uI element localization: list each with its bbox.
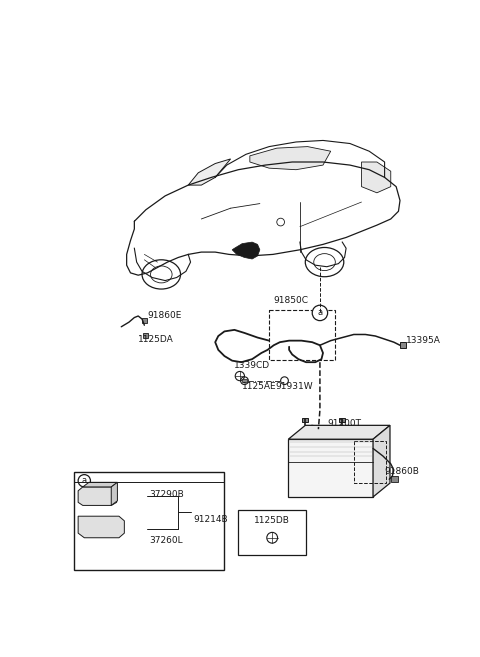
Bar — [142, 317, 147, 323]
Bar — [302, 418, 308, 422]
Circle shape — [312, 306, 328, 321]
Text: 1339CD: 1339CD — [234, 361, 271, 370]
Text: 91200T: 91200T — [328, 419, 361, 428]
Polygon shape — [288, 425, 390, 439]
Bar — [288, 439, 373, 497]
Bar — [143, 333, 148, 338]
Polygon shape — [78, 516, 124, 538]
Text: a: a — [82, 476, 87, 486]
Bar — [73, 472, 224, 570]
Circle shape — [78, 474, 90, 487]
Bar — [400, 342, 406, 348]
Polygon shape — [188, 159, 230, 185]
Bar — [354, 441, 386, 483]
Polygon shape — [250, 147, 331, 170]
Text: 1125DB: 1125DB — [254, 516, 290, 526]
Polygon shape — [361, 162, 391, 193]
Text: 91860B: 91860B — [384, 467, 420, 476]
Bar — [242, 379, 247, 382]
Polygon shape — [78, 487, 117, 505]
Text: 91214B: 91214B — [193, 515, 228, 524]
Text: 1125AE: 1125AE — [242, 382, 277, 392]
Text: 91850C: 91850C — [273, 296, 308, 305]
Bar — [269, 310, 335, 360]
Text: 13395A: 13395A — [406, 336, 441, 345]
Bar — [339, 418, 345, 422]
Polygon shape — [83, 482, 118, 487]
Polygon shape — [232, 242, 260, 259]
Text: 37290B: 37290B — [150, 490, 184, 499]
Bar — [391, 476, 398, 482]
Polygon shape — [373, 425, 390, 497]
Text: 1125DA: 1125DA — [138, 334, 174, 344]
Bar — [238, 510, 306, 555]
Polygon shape — [111, 482, 118, 505]
Text: 37260L: 37260L — [150, 536, 183, 545]
Bar — [315, 426, 322, 432]
Text: a: a — [317, 308, 323, 317]
Text: 91931W: 91931W — [275, 382, 313, 392]
Text: 91860E: 91860E — [147, 311, 182, 321]
